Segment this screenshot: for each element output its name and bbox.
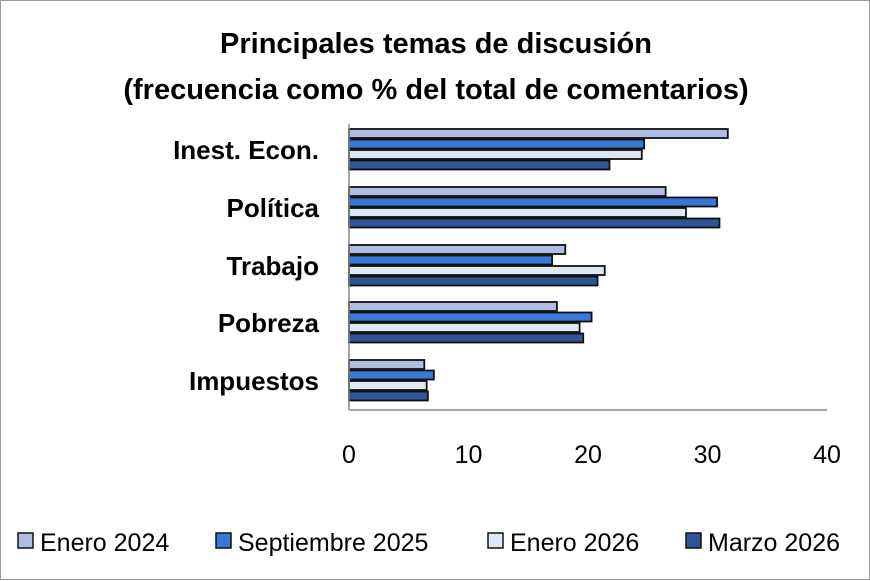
x-tick-label: 40: [813, 441, 841, 469]
legend-label: Septiembre 2025: [238, 529, 428, 557]
legend-swatch: [215, 532, 232, 549]
bar: [348, 159, 611, 171]
category-label: Política: [227, 193, 320, 223]
x-tick-label: 10: [455, 441, 483, 469]
bar: [348, 196, 718, 208]
bar: [348, 244, 567, 255]
category-label: Inest. Econ.: [173, 135, 319, 165]
category-label: Trabajo: [227, 251, 319, 281]
legend-swatch: [685, 532, 702, 549]
legend-label: Marzo 2026: [708, 529, 840, 557]
bar: [348, 380, 428, 391]
bar: [348, 359, 426, 370]
bar: [348, 149, 643, 160]
bar: [348, 217, 721, 229]
bar: [348, 254, 554, 266]
category-label: Impuestos: [189, 366, 319, 396]
category-label: Pobreza: [218, 308, 320, 338]
legend-label: Enero 2024: [40, 529, 169, 557]
x-tick-label: 20: [574, 441, 602, 469]
bar: [348, 138, 646, 150]
chart-subtitle: (frecuencia como % del total de comentar…: [123, 74, 748, 106]
bar: [348, 207, 687, 218]
bar: [348, 301, 558, 312]
x-tick-label: 0: [342, 441, 356, 469]
legend-label: Enero 2026: [510, 529, 639, 557]
bar: [348, 265, 606, 276]
bar: [348, 369, 435, 381]
chart-title: Principales temas de discusión: [220, 28, 652, 60]
bar: [348, 322, 581, 333]
bar: [348, 186, 667, 197]
legend-swatch: [487, 532, 504, 549]
bar: [348, 311, 593, 323]
bar: [348, 128, 729, 139]
x-tick-label: 30: [694, 441, 722, 469]
legend-swatch: [17, 532, 34, 549]
bar: [348, 332, 585, 344]
bar: [348, 390, 429, 402]
bar: [348, 275, 599, 287]
